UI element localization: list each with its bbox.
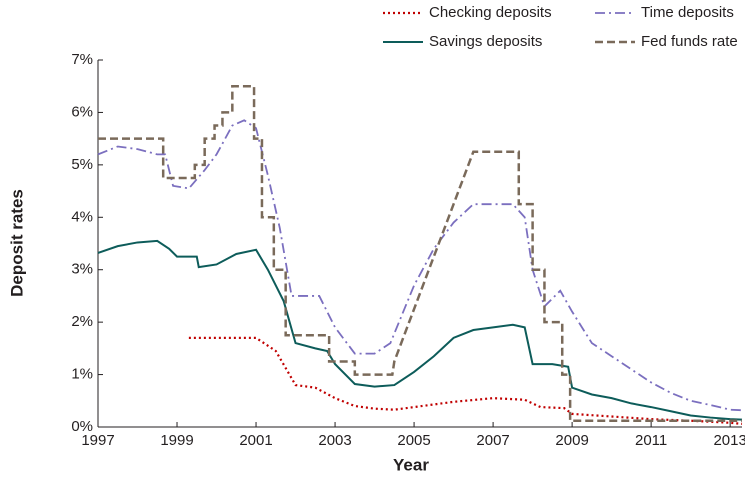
legend-label: Fed funds rate (641, 33, 738, 50)
y-tick-label: 3% (71, 261, 93, 278)
x-tick-label: 2003 (318, 432, 351, 449)
legend-label: Time deposits (641, 4, 734, 21)
x-tick-label: 1999 (160, 432, 193, 449)
x-tick-label: 2013 (713, 432, 745, 449)
x-tick-label: 1997 (81, 432, 114, 449)
y-tick-label: 4% (71, 208, 93, 225)
series-line (97, 119, 743, 412)
series-line (98, 84, 742, 422)
x-axis-label: Year (393, 455, 429, 474)
x-tick-label: 2005 (397, 432, 430, 449)
y-tick-label: 6% (71, 103, 93, 120)
series-line (97, 239, 743, 421)
y-tick-label: 2% (71, 313, 93, 330)
x-tick-label: 2009 (555, 432, 588, 449)
y-axis-label: Deposit rates (7, 189, 26, 297)
y-tick-label: 5% (71, 156, 93, 173)
legend-label: Savings deposits (429, 33, 542, 50)
x-tick-label: 2011 (635, 432, 667, 449)
y-tick-label: 1% (71, 366, 93, 383)
x-tick-label: 2007 (476, 432, 509, 449)
series-line (188, 336, 743, 425)
y-tick-label: 0% (71, 418, 93, 435)
legend-label: Checking deposits (429, 4, 552, 21)
x-tick-label: 2001 (239, 432, 272, 449)
y-tick-label: 7% (71, 51, 93, 68)
